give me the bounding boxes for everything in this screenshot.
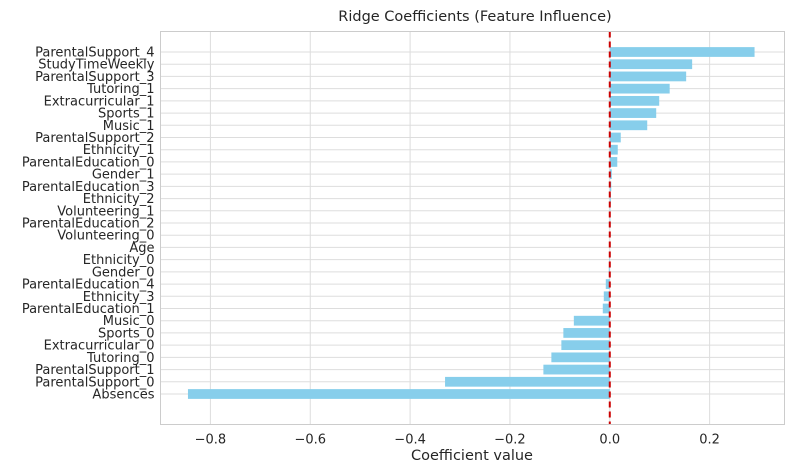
y-tick-label: ParentalEducation_1 xyxy=(22,302,155,317)
x-tick-label: −0.2 xyxy=(494,433,526,448)
bar xyxy=(609,59,693,70)
y-tick-label: Music_0 xyxy=(103,314,155,329)
y-tick-label: ParentalEducation_3 xyxy=(22,180,155,195)
bar xyxy=(609,47,755,57)
y-tick-label: ParentalSupport_1 xyxy=(35,363,154,378)
bar xyxy=(561,340,610,351)
bar xyxy=(543,364,610,375)
bar xyxy=(609,157,618,167)
y-tick-label: Tutoring_0 xyxy=(86,351,154,366)
y-tick-label: Volunteering_1 xyxy=(57,204,154,219)
y-tick-label: Gender_0 xyxy=(92,265,155,280)
y-tick-label: Volunteering_0 xyxy=(57,229,154,244)
bar xyxy=(602,303,610,314)
bar xyxy=(603,291,610,302)
chart-title: Ridge Coefficients (Feature Influence) xyxy=(338,9,611,25)
bar xyxy=(563,328,610,338)
bar xyxy=(609,144,618,155)
x-axis-title: Coefficient value xyxy=(411,448,533,464)
y-tick-labels: ParentalSupport_4StudyTimeWeeklyParental… xyxy=(22,46,155,403)
bar xyxy=(551,352,610,363)
bar xyxy=(187,389,610,399)
bar xyxy=(573,315,610,326)
y-tick-label: ParentalSupport_3 xyxy=(35,70,154,85)
bar xyxy=(445,376,610,387)
y-tick-label: StudyTimeWeekly xyxy=(38,58,155,73)
y-tick-label: Age xyxy=(129,241,154,256)
x-tick-label: 0.2 xyxy=(699,433,720,448)
bar xyxy=(609,71,687,82)
bar xyxy=(609,193,611,204)
bar xyxy=(609,83,670,94)
x-tick-label: 0.0 xyxy=(599,433,620,448)
y-tick-label: ParentalEducation_2 xyxy=(22,217,155,232)
y-tick-label: ParentalSupport_2 xyxy=(35,131,154,146)
y-tick-label: Gender_1 xyxy=(92,168,155,183)
x-tick-label: −0.4 xyxy=(394,433,426,448)
x-tick-label: −0.8 xyxy=(195,433,227,448)
y-tick-label: ParentalSupport_0 xyxy=(35,375,154,390)
y-tick-label: Ethnicity_2 xyxy=(83,192,155,207)
plot-frame xyxy=(160,31,785,425)
y-tick-label: Extracurricular_1 xyxy=(44,94,155,109)
y-tick-label: Sports_0 xyxy=(98,326,154,341)
y-tick-label: Tutoring_1 xyxy=(86,82,154,97)
y-tick-label: ParentalEducation_0 xyxy=(22,155,155,170)
y-tick-label: Absences xyxy=(92,388,154,403)
y-tick-label: Ethnicity_3 xyxy=(83,290,155,305)
bar xyxy=(609,132,621,143)
y-tick-label: Sports_1 xyxy=(98,107,154,122)
grid-lines xyxy=(160,31,785,425)
y-tick-label: ParentalSupport_4 xyxy=(35,46,154,61)
y-tick-label: Music_1 xyxy=(103,119,155,134)
bar xyxy=(609,120,648,131)
y-tick-label: ParentalEducation_4 xyxy=(22,278,155,293)
x-tick-labels: −0.8 −0.6 −0.4 −0.2 0.0 0.2 xyxy=(195,433,720,448)
y-tick-label: Extracurricular_0 xyxy=(44,339,155,354)
bar xyxy=(605,279,610,289)
y-tick-label: Ethnicity_0 xyxy=(83,253,155,268)
x-tick-label: −0.6 xyxy=(294,433,326,448)
bar xyxy=(609,95,660,106)
bar xyxy=(609,108,657,118)
y-tick-label: Ethnicity_1 xyxy=(83,143,155,158)
